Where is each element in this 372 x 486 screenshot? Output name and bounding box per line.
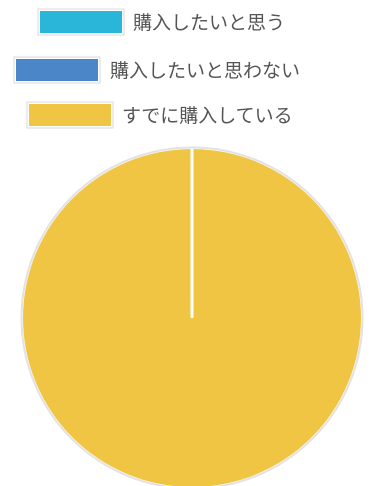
pie-plot — [20, 146, 364, 486]
pie-outline — [20, 146, 364, 486]
legend-swatch — [40, 11, 122, 33]
legend-label: すでに購入している — [122, 105, 293, 127]
legend-label: 購入したいと思わない — [110, 60, 300, 82]
legend-swatch — [16, 59, 98, 81]
legend-label: 購入したいと思う — [133, 12, 285, 34]
legend-swatch — [29, 104, 111, 126]
